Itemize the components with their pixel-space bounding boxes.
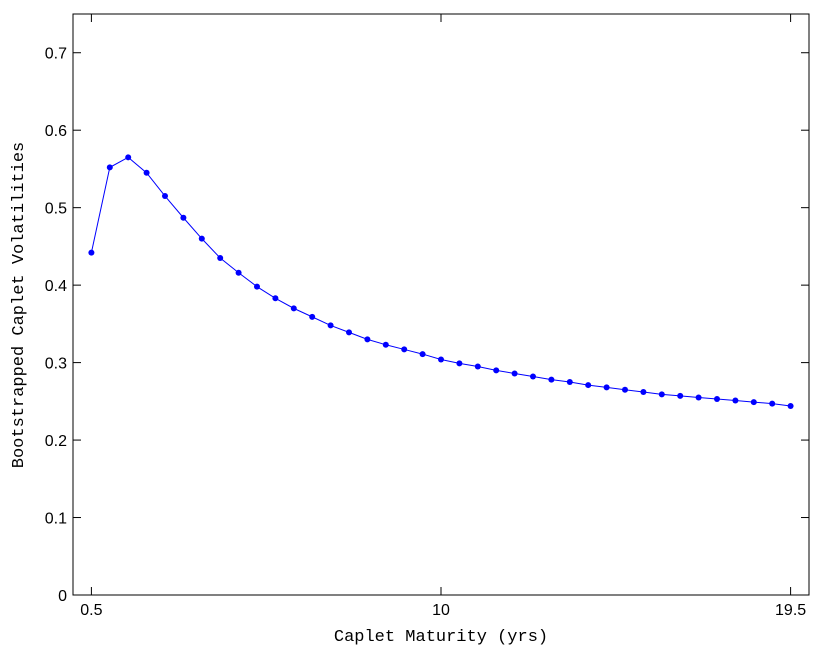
data-point [714,396,720,403]
data-point [143,169,150,176]
data-point [198,235,205,242]
data-point [750,399,757,406]
data-point [493,367,500,374]
data-point [585,382,592,389]
x-tick-label: 19.5 [775,602,806,619]
data-point [382,341,389,348]
x-tick-label: 10 [432,602,450,619]
data-point [474,363,481,370]
data-point [695,394,702,401]
plot-area [72,13,810,596]
data-point [530,373,536,380]
data-point [401,346,408,353]
data-point [548,376,555,383]
data-point [419,351,426,358]
x-tick-label: 0.5 [80,602,102,619]
data-point [254,283,260,290]
data-point [88,249,95,256]
y-tick-label: 0.2 [45,433,67,450]
y-tick-label: 0 [58,588,67,605]
data-point [309,313,316,320]
data-point [456,360,463,367]
data-point [272,295,279,302]
data-point [622,386,628,393]
x-axis-ticks: 0.5 10 19.5 [80,14,806,619]
y-tick-label: 0.7 [45,46,67,63]
y-tick-label: 0.6 [45,123,67,140]
data-point [640,389,647,396]
data-point [106,164,113,171]
data-point [364,336,371,343]
data-point [566,378,573,385]
data-point [787,402,794,409]
data-point [346,329,352,336]
data-point [162,193,168,200]
y-tick-label: 0.3 [45,356,67,373]
data-point [125,154,132,161]
data-point [732,397,739,404]
data-point [290,305,297,312]
data-point [769,400,776,407]
data-point [235,269,242,276]
series-group [88,154,794,409]
y-tick-label: 0.5 [45,201,67,218]
data-point [511,370,518,377]
y-tick-label: 0.4 [45,278,67,295]
y-tick-label: 0.1 [45,511,67,528]
data-point [677,392,684,399]
x-axis-title: Caplet Maturity (yrs) [334,628,548,646]
data-point [438,356,444,363]
data-point [603,384,610,391]
y-axis-ticks: 0 0.1 0.2 0.3 0.4 0.5 0.6 0.7 [45,46,809,605]
data-point [180,214,187,221]
y-axis-title: Bootstrapped Caplet Volatilities [10,142,29,468]
data-point [327,322,334,329]
data-point [658,391,665,398]
data-point [217,255,224,262]
